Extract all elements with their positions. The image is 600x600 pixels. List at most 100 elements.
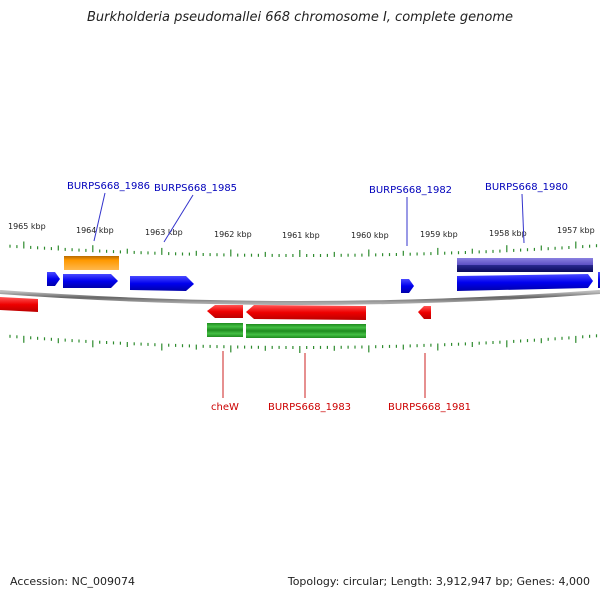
chromosome-backbone <box>0 290 600 305</box>
gene-label-burps668-1982[interactable]: BURPS668_1982 <box>369 185 452 196</box>
scale-tick-mark <box>457 342 460 346</box>
scale-tick-mark <box>161 247 163 255</box>
scale-tick-mark <box>395 344 397 348</box>
gene-label-burps668-1980[interactable]: BURPS668_1980 <box>485 182 568 193</box>
scale-tick-mark <box>361 345 363 349</box>
scale-tick-mark <box>175 343 177 347</box>
scale-tick-mark <box>16 335 18 339</box>
scale-tick-mark <box>423 343 425 347</box>
scale-tick-mark <box>533 338 535 342</box>
scale-tick-mark <box>595 334 598 338</box>
scale-tick-mark <box>140 251 142 255</box>
scale-tick-mark <box>526 339 529 343</box>
scale-tick-mark <box>457 251 460 255</box>
scale-tick-mark <box>451 251 453 255</box>
scale-tick-mark <box>99 340 101 344</box>
scale-tick-mark <box>471 248 473 254</box>
leader-line <box>521 193 525 244</box>
scale-tick-mark <box>347 253 349 257</box>
leader-line <box>163 194 194 243</box>
scale-tick-mark <box>354 345 356 349</box>
gene-label-burps668-1981[interactable]: BURPS668_1981 <box>388 402 471 413</box>
reverse-gene-labels: cheW BURPS668_1983 BURPS668_1981 <box>211 351 471 413</box>
reverse-cds-arrow[interactable] <box>0 297 38 312</box>
scale-tick-mark <box>209 344 211 348</box>
scale-tick-mark <box>554 246 556 250</box>
scale-tick-mark <box>237 253 239 257</box>
scale-tick-mark <box>271 345 273 349</box>
scale-tick-mark <box>278 345 280 349</box>
kbp-label-1964: 1964 kbp <box>76 226 114 235</box>
scale-tick-mark <box>506 340 508 348</box>
scale-tick-mark <box>526 248 529 252</box>
scale-tick-mark <box>119 341 121 345</box>
scale-tick-mark <box>313 254 315 257</box>
scale-tick-mark <box>368 345 370 353</box>
scale-tick-mark <box>250 253 253 257</box>
scale-tick-mark <box>78 339 80 343</box>
scale-tick-mark <box>595 244 598 248</box>
scale-tick-mark <box>382 345 384 349</box>
green-feature-bar[interactable] <box>246 331 366 338</box>
scale-tick-mark <box>9 244 11 248</box>
scale-tick-mark <box>423 252 425 256</box>
scale-tick-mark <box>78 248 80 252</box>
scale-tick-mark <box>181 252 184 256</box>
forward-cds-arrow[interactable] <box>47 272 60 286</box>
scale-tick-mark <box>181 344 184 348</box>
scale-tick-mark <box>71 339 73 343</box>
scale-tick-mark <box>278 254 280 257</box>
forward-cds-arrow[interactable] <box>457 274 593 291</box>
scale-tick-mark <box>237 345 239 349</box>
reverse-cds-arrow[interactable] <box>418 306 431 319</box>
green-feature-bar[interactable] <box>246 324 366 331</box>
scale-tick-mark <box>126 342 128 347</box>
forward-cds-arrow[interactable] <box>63 274 118 288</box>
orange-feature-bar[interactable] <box>64 256 119 270</box>
scale-tick-mark <box>154 343 156 347</box>
forward-cds-arrow[interactable] <box>401 279 414 293</box>
scale-tick-mark <box>306 346 308 349</box>
scale-tick-mark <box>437 343 439 351</box>
scale-tick-mark <box>71 248 73 252</box>
scale-tick-mark <box>292 346 294 349</box>
scale-tick-mark <box>589 334 591 338</box>
scale-tick-mark <box>175 252 177 256</box>
scale-tick-mark <box>57 338 59 344</box>
scale-tick-mark <box>264 345 266 351</box>
reverse-cds-arrow[interactable] <box>207 305 243 318</box>
scale-tick-mark <box>64 338 66 342</box>
gene-label-chew[interactable]: cheW <box>211 402 239 413</box>
reverse-cds-arrow[interactable] <box>246 305 366 320</box>
scale-tick-mark <box>402 250 404 256</box>
scale-tick-mark <box>575 241 577 249</box>
scale-tick-mark <box>154 251 156 255</box>
accession-text: Accession: NC_009074 <box>10 575 136 588</box>
scale-tick-mark <box>561 246 563 250</box>
forward-cds-arrow[interactable] <box>130 276 194 291</box>
scale-tick-mark <box>257 345 259 349</box>
gene-label-burps668-1983[interactable]: BURPS668_1983 <box>268 402 351 413</box>
scale-tick-mark <box>520 248 522 252</box>
green-feature-bar[interactable] <box>207 323 243 330</box>
navy-feature-bar[interactable] <box>457 265 593 272</box>
scale-tick-mark <box>533 247 535 251</box>
scale-tick-mark <box>16 245 18 249</box>
scale-tick-mark <box>333 251 335 257</box>
scale-tick-mark <box>133 342 135 346</box>
green-feature-bar[interactable] <box>207 330 243 337</box>
purple-feature-bar[interactable] <box>457 258 593 266</box>
scale-tick-mark <box>520 339 522 343</box>
scale-tick-mark <box>568 246 570 249</box>
scale-tick-mark <box>195 250 197 256</box>
kbp-label-1961: 1961 kbp <box>282 231 320 240</box>
scale-tick-mark <box>112 341 115 345</box>
scale-tick-mark <box>9 334 11 338</box>
kbp-label-1960: 1960 kbp <box>351 231 389 240</box>
gene-label-burps668-1986[interactable]: BURPS668_1986 <box>67 181 150 192</box>
reverse-cds-track <box>0 297 431 320</box>
gene-label-burps668-1985[interactable]: BURPS668_1985 <box>154 183 237 194</box>
scale-tick-mark <box>306 254 308 257</box>
scale-tick-mark <box>547 247 549 251</box>
